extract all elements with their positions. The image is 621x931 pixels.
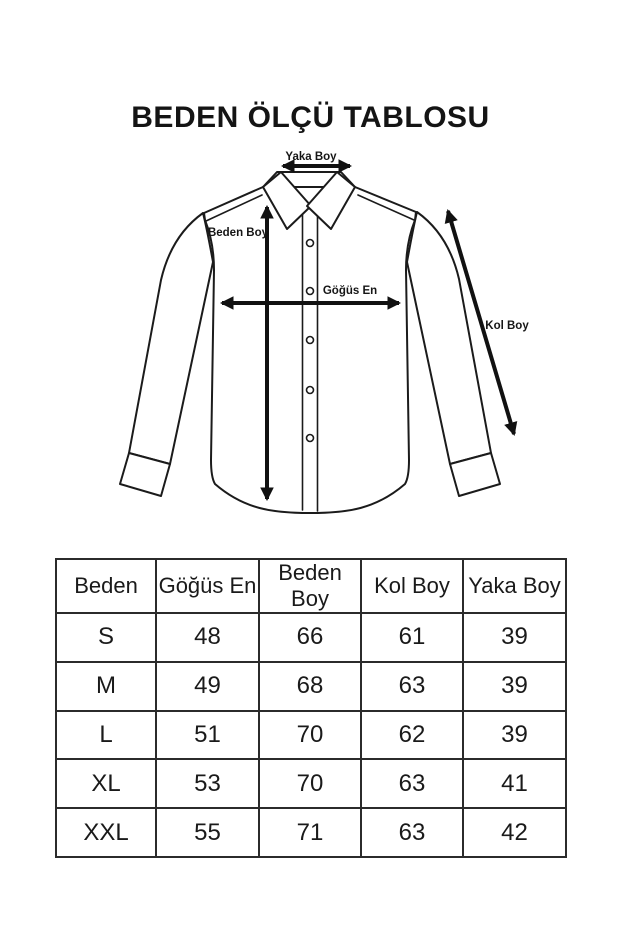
size-cell: 39 bbox=[462, 660, 567, 712]
size-cell: 63 bbox=[360, 758, 464, 810]
table-row-m: M 49 68 63 39 bbox=[55, 660, 567, 712]
size-cell: S bbox=[55, 612, 157, 663]
size-cell: XL bbox=[55, 758, 157, 810]
shirt-left-yoke-seam bbox=[205, 194, 263, 222]
shirt-right-sleeve bbox=[406, 211, 492, 465]
shirt-button bbox=[305, 286, 315, 296]
shirt-collar-right-flap bbox=[306, 171, 356, 230]
shirt-button bbox=[305, 433, 315, 443]
size-cell: 39 bbox=[462, 612, 567, 663]
size-cell: 39 bbox=[462, 709, 567, 761]
column-header-yaka-boy: Yaka Boy bbox=[462, 558, 567, 614]
size-cell: XXL bbox=[55, 807, 157, 858]
size-cell: 63 bbox=[360, 660, 464, 712]
column-header-beden: Beden bbox=[55, 558, 157, 614]
kol-boy-label: Kol Boy bbox=[485, 320, 529, 332]
shirt-button bbox=[305, 335, 315, 345]
size-cell: 51 bbox=[155, 709, 260, 761]
shirt-button bbox=[305, 385, 315, 395]
table-row-xxl: XXL 55 71 63 42 bbox=[55, 807, 567, 858]
size-cell: 66 bbox=[258, 612, 362, 663]
shirt-right-yoke-seam bbox=[357, 194, 415, 221]
size-cell: 49 bbox=[155, 660, 260, 712]
size-cell: 55 bbox=[155, 807, 260, 858]
size-cell: 41 bbox=[462, 758, 567, 810]
column-header-gogus-en: Göğüs En bbox=[155, 558, 260, 614]
size-table: Beden Göğüs En Beden Boy Kol Boy Yaka Bo… bbox=[55, 558, 567, 858]
size-cell: 48 bbox=[155, 612, 260, 663]
size-cell: 70 bbox=[258, 758, 362, 810]
size-cell: 53 bbox=[155, 758, 260, 810]
beden-boy-label: Beden Boy bbox=[208, 227, 269, 239]
gogus-en-label: Göğüs En bbox=[323, 285, 377, 297]
size-cell: 62 bbox=[360, 709, 464, 761]
shirt-left-sleeve bbox=[128, 212, 214, 465]
shirt-left-cuff bbox=[119, 452, 171, 497]
size-cell: 61 bbox=[360, 612, 464, 663]
size-cell: 42 bbox=[462, 807, 567, 858]
column-header-kol-boy: Kol Boy bbox=[360, 558, 464, 614]
size-cell: M bbox=[55, 660, 157, 712]
page-title: BEDEN ÖLÇÜ TABLOSU bbox=[131, 101, 490, 134]
shirt-diagram-svg: Yaka Boy Beden Boy Göğüs En Kol Boy bbox=[119, 151, 529, 514]
shirt-button bbox=[305, 238, 315, 248]
column-header-beden-boy: Beden Boy bbox=[258, 558, 362, 614]
size-table-header-row: Beden Göğüs En Beden Boy Kol Boy Yaka Bo… bbox=[55, 558, 567, 614]
size-cell: 68 bbox=[258, 660, 362, 712]
size-cell: L bbox=[55, 709, 157, 761]
table-row-s: S 48 66 61 39 bbox=[55, 612, 567, 663]
shirt-body bbox=[203, 186, 417, 514]
kol-boy-arrow bbox=[444, 209, 518, 436]
yaka-boy-label: Yaka Boy bbox=[285, 151, 337, 163]
size-cell: 63 bbox=[360, 807, 464, 858]
table-row-xl: XL 53 70 63 41 bbox=[55, 758, 567, 810]
table-row-l: L 51 70 62 39 bbox=[55, 709, 567, 761]
size-cell: 70 bbox=[258, 709, 362, 761]
size-cell: 71 bbox=[258, 807, 362, 858]
shirt-right-cuff bbox=[449, 452, 501, 497]
shirt-measurement-diagram: Yaka Boy Beden Boy Göğüs En Kol Boy bbox=[0, 140, 621, 550]
